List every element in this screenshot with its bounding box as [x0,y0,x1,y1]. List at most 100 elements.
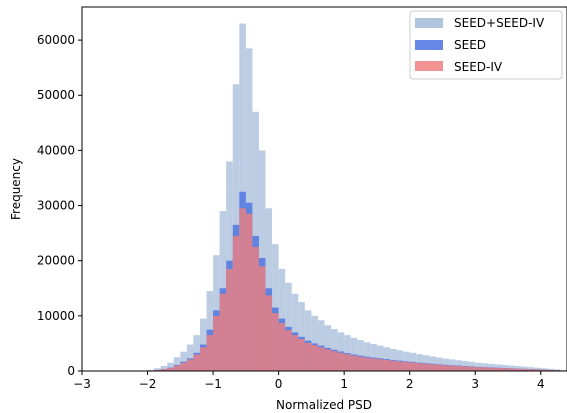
x-tick-label: −2 [139,377,157,391]
bar-seed-iv-55 [508,368,515,371]
bar-seed-iv-7 [193,354,200,371]
y-tick-label: 10000 [37,309,75,323]
bar-seed-seed-iv-32 [357,340,364,371]
bar-seed-iv-54 [501,368,509,371]
x-tick-label: 3 [471,377,479,391]
bar-seed-iv-19 [272,313,279,371]
bar-seed-iv-29 [337,352,345,371]
bar-seed-iv-59 [534,369,541,371]
bar-seed-iv-48 [462,366,469,371]
bar-seed-iv-23 [298,339,305,371]
bar-seed-iv-49 [468,366,476,371]
bar-seed-iv-3 [167,367,174,371]
bar-seed-iv-56 [514,368,522,371]
bar-seed-iv-18 [265,295,273,371]
y-tick-label: 60000 [37,33,75,47]
bar-seed-iv-47 [455,365,463,371]
y-axis-label: Frequency [9,158,23,220]
bar-seed-seed-iv-31 [350,337,358,371]
bar-seed-iv-42 [422,363,430,371]
bar-seed-iv-9 [206,335,214,371]
bar-seed-iv-4 [173,365,181,371]
bar-seed-seed-iv-33 [363,342,371,371]
y-tick-label: 20000 [37,254,75,268]
bar-seed-iv-46 [449,365,456,371]
y-tick-label: 50000 [37,88,75,102]
bars-layer [147,23,567,372]
bar-seed-seed-iv-43 [429,356,436,371]
bar-seed-iv-43 [429,364,436,371]
y-tick-label: 40000 [37,143,75,157]
bar-seed-seed-iv-41 [416,354,423,371]
bar-seed-seed-iv-6 [186,344,194,371]
bar-seed-iv-30 [344,354,351,371]
ticks-layer: −3 −2 −1 0 1 2 3 4 0 10000 20000 30000 40000 50000 600… [37,33,545,391]
bar-seed-seed-iv-3 [167,362,174,371]
x-tick-label: −1 [204,377,222,391]
plot-frame [81,6,567,372]
bar-seed-iv-40 [409,362,417,371]
x-tick-label: 2 [406,377,414,391]
bar-seed-iv-11 [219,293,227,371]
bar-seed-seed-iv-2 [160,366,168,371]
bar-seed-iv-26 [317,347,325,371]
bar-seed-seed-iv-1 [154,368,161,371]
bar-seed-iv-32 [357,356,364,371]
bar-seed-iv-2 [160,369,168,371]
bar-seed-iv-13 [232,235,240,371]
bar-seed-iv-6 [186,359,194,371]
bar-seed-iv-51 [481,367,489,371]
legend-label-seed-iv: SEED-IV [454,60,503,74]
bar-seed-seed-iv-5 [180,351,187,371]
legend-swatch-seed-iv [415,61,443,71]
legend-label-seed-seed-iv: SEED+SEED-IV [454,16,545,30]
series-seed-iv [147,208,567,371]
legend-swatch-seed-seed-iv [415,18,443,28]
bar-seed-iv-38 [396,361,404,371]
bar-seed-iv-31 [350,355,358,371]
bar-seed-seed-iv-42 [422,355,430,371]
x-axis-label: Normalized PSD [276,398,372,412]
bar-seed-iv-58 [527,369,535,371]
bar-seed-seed-iv-22 [291,293,299,371]
bar-seed-iv-8 [199,347,207,371]
bar-seed-seed-iv-0 [147,369,155,371]
bar-seed-iv-24 [304,342,312,371]
bar-seed-iv-60 [540,369,548,371]
x-tick-label: 1 [340,377,348,391]
bar-seed-seed-iv-4 [173,357,181,371]
bar-seed-iv-50 [475,367,482,371]
bar-seed-iv-27 [324,349,332,371]
legend-swatch-seed [415,40,443,50]
bar-seed-iv-10 [213,315,220,371]
legend-box [409,10,563,80]
bar-seed-iv-5 [180,362,187,371]
bar-seed-iv-20 [278,323,286,371]
bar-seed-iv-53 [494,367,502,371]
y-tick-label: 0 [67,364,75,378]
bar-seed-iv-25 [311,345,318,371]
x-tick-label: 4 [537,377,545,391]
x-tick-label: −3 [73,377,91,391]
bar-seed-iv-17 [258,266,266,371]
x-tick-label: 0 [275,377,283,391]
bar-seed-iv-34 [370,358,377,371]
legend: SEED+SEED-IV SEED SEED-IV [409,10,563,80]
bar-seed-iv-16 [252,246,259,371]
y-tick-label: 30000 [37,199,75,213]
bar-seed-iv-41 [416,363,423,371]
bar-seed-iv-14 [239,208,246,371]
bar-seed-iv-28 [331,351,338,371]
bar-seed-iv-35 [376,359,384,371]
bar-seed-iv-36 [383,359,391,371]
bar-seed-iv-15 [245,213,253,371]
bar-seed-iv-45 [442,365,450,371]
bar-seed-iv-12 [226,268,233,371]
bar-seed-seed-iv-23 [298,302,305,371]
bar-seed-seed-iv-44 [435,357,443,371]
bar-seed-iv-57 [521,368,528,371]
bar-seed-seed-iv-45 [442,358,450,371]
bar-seed-iv-52 [488,367,495,371]
